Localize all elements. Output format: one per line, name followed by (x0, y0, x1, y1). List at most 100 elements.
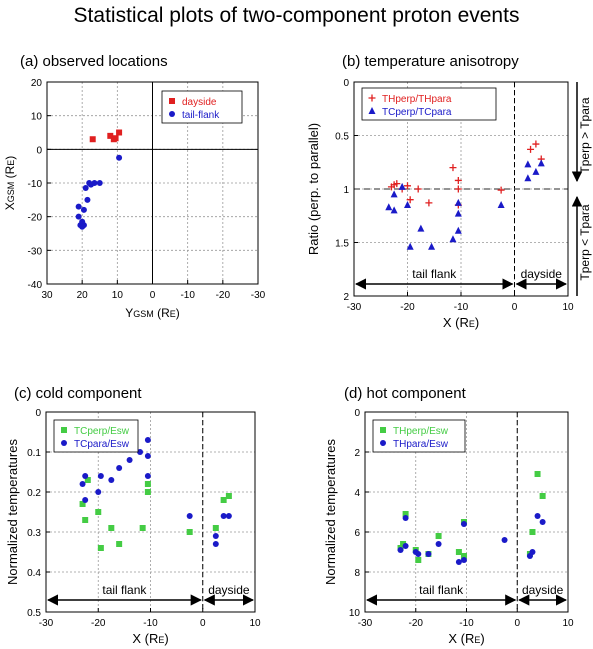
legend-marker (61, 440, 67, 446)
data-point (402, 543, 409, 549)
data-point (417, 224, 425, 232)
data-point (390, 206, 398, 214)
data-point (497, 201, 505, 209)
data-point (425, 199, 433, 207)
y-tick-label: 10 (31, 112, 43, 123)
data-point (534, 513, 541, 519)
series-1 (79, 437, 232, 547)
panel-title: (b) temperature anisotropy (342, 53, 519, 70)
legend-label: dayside (182, 97, 217, 108)
data-point (97, 473, 104, 479)
legend-marker (169, 111, 175, 117)
panel-a: (a) observed locations 30 20 10 0 -10 -20 -30 20… (3, 53, 266, 320)
y-tick-label: 2 (354, 448, 360, 459)
legend-marker (380, 440, 386, 446)
plot-frame (353, 81, 569, 297)
data-point (460, 553, 467, 559)
x-tick-label: 20 (77, 290, 89, 301)
legend-box (161, 90, 243, 124)
x-tick-label: -20 (400, 302, 415, 313)
x-tick-label: 10 (562, 618, 574, 629)
data-point (79, 481, 86, 487)
region-label-dayside: dayside (522, 583, 564, 597)
data-point (144, 453, 151, 459)
data-point (144, 437, 151, 443)
legend-box (53, 419, 139, 453)
data-point (390, 190, 398, 198)
data-point (107, 132, 114, 139)
x-tick-label: -30 (347, 302, 362, 313)
data-point (435, 533, 442, 539)
legend-box (372, 419, 466, 453)
x-tick-label: -30 (251, 290, 266, 301)
x-tick-label: 10 (562, 302, 574, 313)
data-point (116, 465, 123, 471)
series-1 (397, 513, 546, 565)
y-tick-label: 0 (36, 145, 42, 156)
data-point (82, 185, 89, 192)
legend-box (361, 87, 497, 121)
x-tick-label: 0 (200, 618, 206, 629)
series-0 (387, 140, 545, 209)
data-point (529, 529, 536, 535)
y-tick-label: -20 (28, 213, 43, 224)
data-point (139, 525, 146, 531)
x-tick-label: -30 (39, 618, 54, 629)
data-point (212, 533, 219, 539)
data-point (402, 511, 409, 517)
region-label-dayside: dayside (208, 583, 250, 597)
data-point (75, 203, 82, 210)
panel-c: (c) cold component -30 -20 -10 0 10 0 0.1 0.2 0.3… (5, 385, 261, 646)
data-point (537, 159, 545, 167)
data-point (404, 182, 411, 190)
legend-label: TCperp/TCpara (382, 107, 452, 118)
x-tick-label: 10 (112, 290, 124, 301)
data-point (454, 198, 462, 206)
data-point (80, 206, 87, 213)
legend-marker (61, 427, 67, 433)
data-point (400, 541, 407, 547)
data-point (220, 497, 227, 503)
data-point (415, 551, 422, 557)
data-point (497, 186, 505, 194)
data-point (454, 176, 462, 184)
data-point (82, 517, 89, 523)
panel-b: (b) temperature anisotropy -30 -20 -10 0 10 0 0… (306, 53, 592, 330)
x-tick-label: -20 (409, 618, 424, 629)
y-tick-label: 0 (343, 78, 349, 89)
x-tick-label: -10 (454, 302, 469, 313)
data-point (454, 209, 462, 217)
y-tick-label: 0 (35, 408, 41, 419)
data-point (212, 541, 219, 547)
lower-side-label: Tperp < Tpara (578, 204, 592, 280)
y-axis-label: Ratio (perp. to parallel) (306, 123, 321, 255)
y-tick-label: 4 (354, 488, 360, 499)
series-1 (75, 154, 123, 230)
series-0 (89, 129, 123, 143)
data-point (112, 135, 119, 142)
data-point (186, 529, 193, 535)
data-point (454, 185, 462, 193)
data-point (79, 223, 86, 230)
y-axis-label: XGSM (RE) (3, 156, 17, 211)
x-tick-label: 0 (512, 302, 518, 313)
region-label-dayside: dayside (521, 267, 563, 281)
data-point (144, 481, 151, 487)
data-point (144, 489, 151, 495)
data-point (529, 549, 536, 555)
y-tick-label: 1 (343, 185, 349, 196)
data-point (449, 164, 457, 172)
region-label-tail-flank: tail flank (419, 583, 464, 597)
data-point (212, 525, 219, 531)
data-point (97, 545, 104, 551)
legend-marker (368, 107, 376, 114)
x-tick-label: -10 (180, 290, 195, 301)
y-tick-label: 2 (343, 292, 349, 303)
data-point (414, 185, 422, 193)
data-point (75, 213, 82, 220)
data-point (116, 129, 123, 136)
panel-d: (d) hot component -30 -20 -10 0 10 0 2 4 6 8 10 tail… (323, 385, 574, 646)
legend-marker (380, 427, 386, 433)
